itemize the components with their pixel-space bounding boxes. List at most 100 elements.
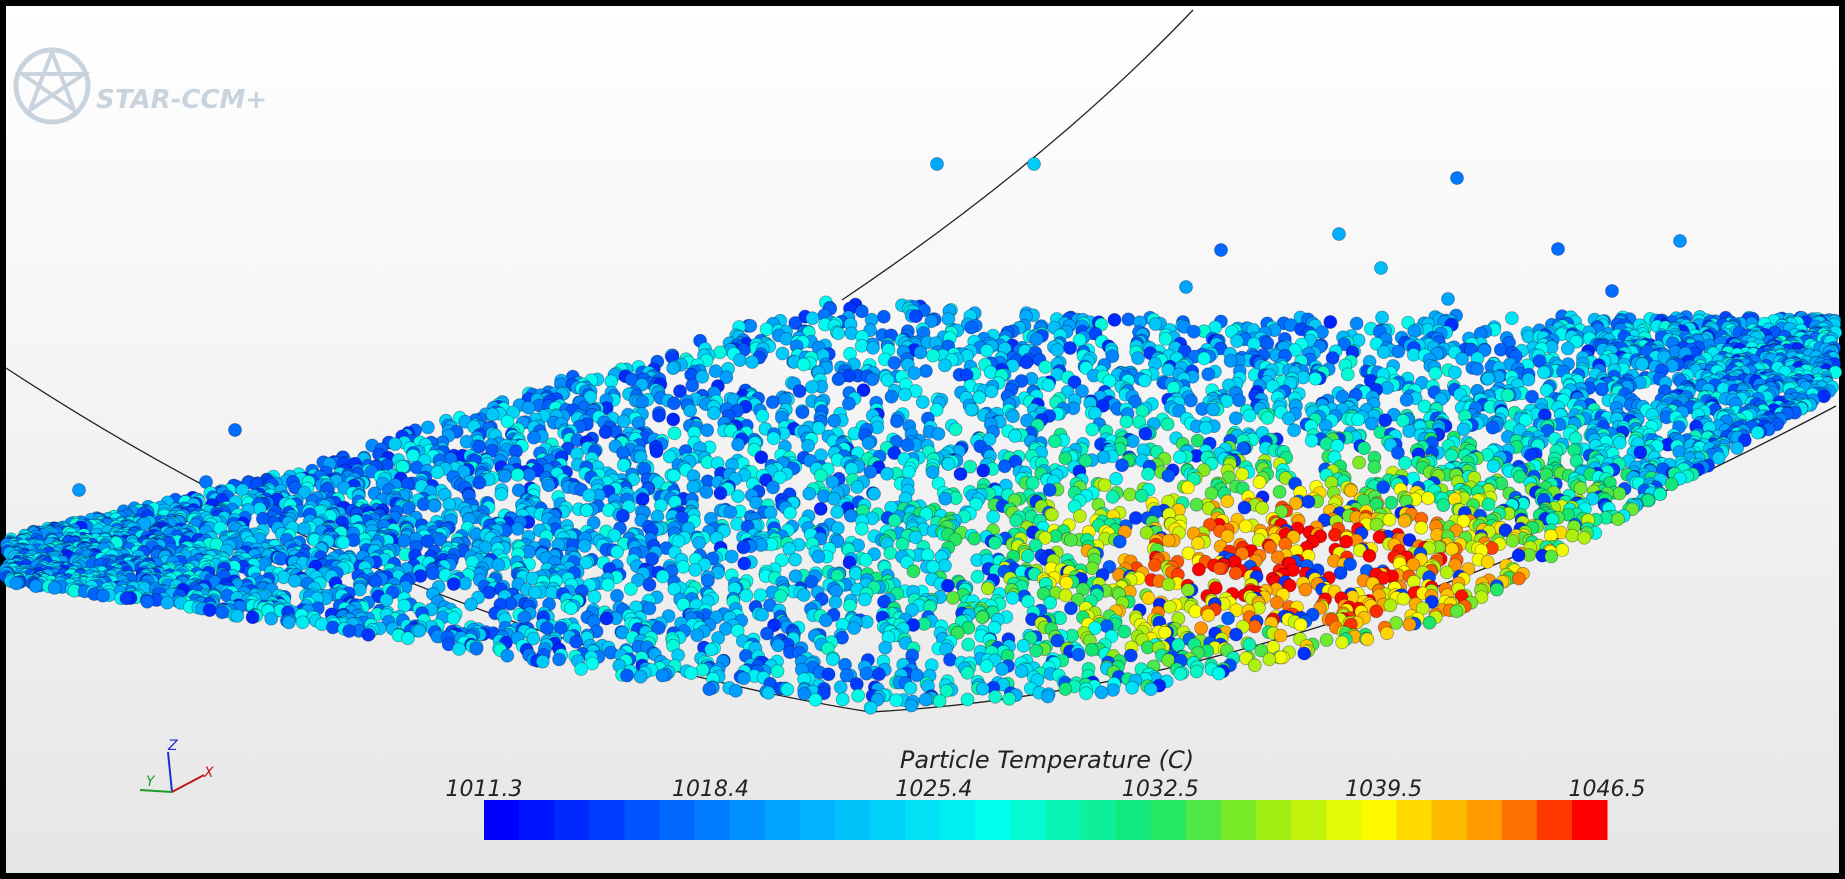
particle [855,522,868,535]
particle [1064,342,1077,355]
particle [73,484,86,497]
particle [1574,482,1587,495]
particle [1302,495,1315,508]
particle [885,390,898,403]
particle [1482,372,1495,385]
particle [523,468,536,481]
particle [337,536,350,549]
particle [725,550,738,563]
particle [542,479,555,492]
particle [684,404,697,417]
particle [398,534,411,547]
particle [651,510,664,523]
particle [667,362,680,375]
particle [611,545,624,558]
particle [686,379,699,392]
particle [1039,361,1052,374]
particle [881,467,894,480]
particle [980,344,993,357]
particle [1190,498,1203,511]
particle [1333,228,1346,241]
particle [932,427,945,440]
particle [1442,293,1455,306]
particle [1415,521,1428,534]
particle [828,414,841,427]
particle [426,567,439,580]
particle [1379,414,1392,427]
particle [784,506,797,519]
particle [1098,479,1111,492]
particle [599,426,612,439]
particle [1358,442,1371,455]
particle [1064,534,1077,547]
particle [1352,413,1365,426]
particle [832,373,845,386]
particle [1448,366,1461,379]
particle [1231,335,1244,348]
logo-text: STAR-CCM+ [96,85,267,115]
particle [714,346,727,359]
particle [1139,427,1152,440]
particle [1665,478,1678,491]
particle [1187,325,1200,338]
particle [901,439,914,452]
particle [677,560,690,573]
particle [1613,436,1626,449]
particle [1132,352,1145,365]
particle [1399,456,1412,469]
particle [746,356,759,369]
particle [1229,412,1242,425]
particle [1545,550,1558,563]
particle [1731,442,1744,455]
particle [1437,499,1450,512]
particle [1340,535,1353,548]
particle [866,373,879,386]
particle [580,504,593,517]
particle [1007,410,1020,423]
particle [812,550,825,563]
particle [689,563,702,576]
particle [1021,550,1034,563]
particle [733,354,746,367]
particle [1020,356,1033,369]
particle [1236,468,1249,481]
particle [616,509,629,522]
particle [868,487,881,500]
particle [832,327,845,340]
particle [653,409,666,422]
particle [636,493,649,506]
particle [1073,510,1086,523]
particle [909,310,922,323]
particle [486,408,499,421]
particle [789,553,802,566]
particle [949,423,962,436]
particle [1008,430,1021,443]
particle [511,522,524,535]
particle [1341,368,1354,381]
particle [1578,531,1591,544]
particle [1261,412,1274,425]
particle [668,397,681,410]
particle [1224,354,1237,367]
particle [1606,285,1619,298]
particle [1243,409,1256,422]
particle [842,397,855,410]
particle [1181,481,1194,494]
particle [1309,372,1322,385]
particle [908,367,921,380]
particle [1634,446,1647,459]
particle [831,506,844,519]
particle [1481,555,1494,568]
particle [1363,549,1376,562]
particle [851,481,864,494]
particle [855,339,868,352]
particle [1229,567,1242,580]
particle [492,558,505,571]
particle [1149,318,1162,331]
particle [797,358,810,371]
particle [1751,426,1764,439]
particle [1010,514,1023,527]
particle [1612,513,1625,526]
page: STAR-CCM+ Z Y X Particle Temperature (C)… [0,0,1845,879]
particle [431,466,444,479]
